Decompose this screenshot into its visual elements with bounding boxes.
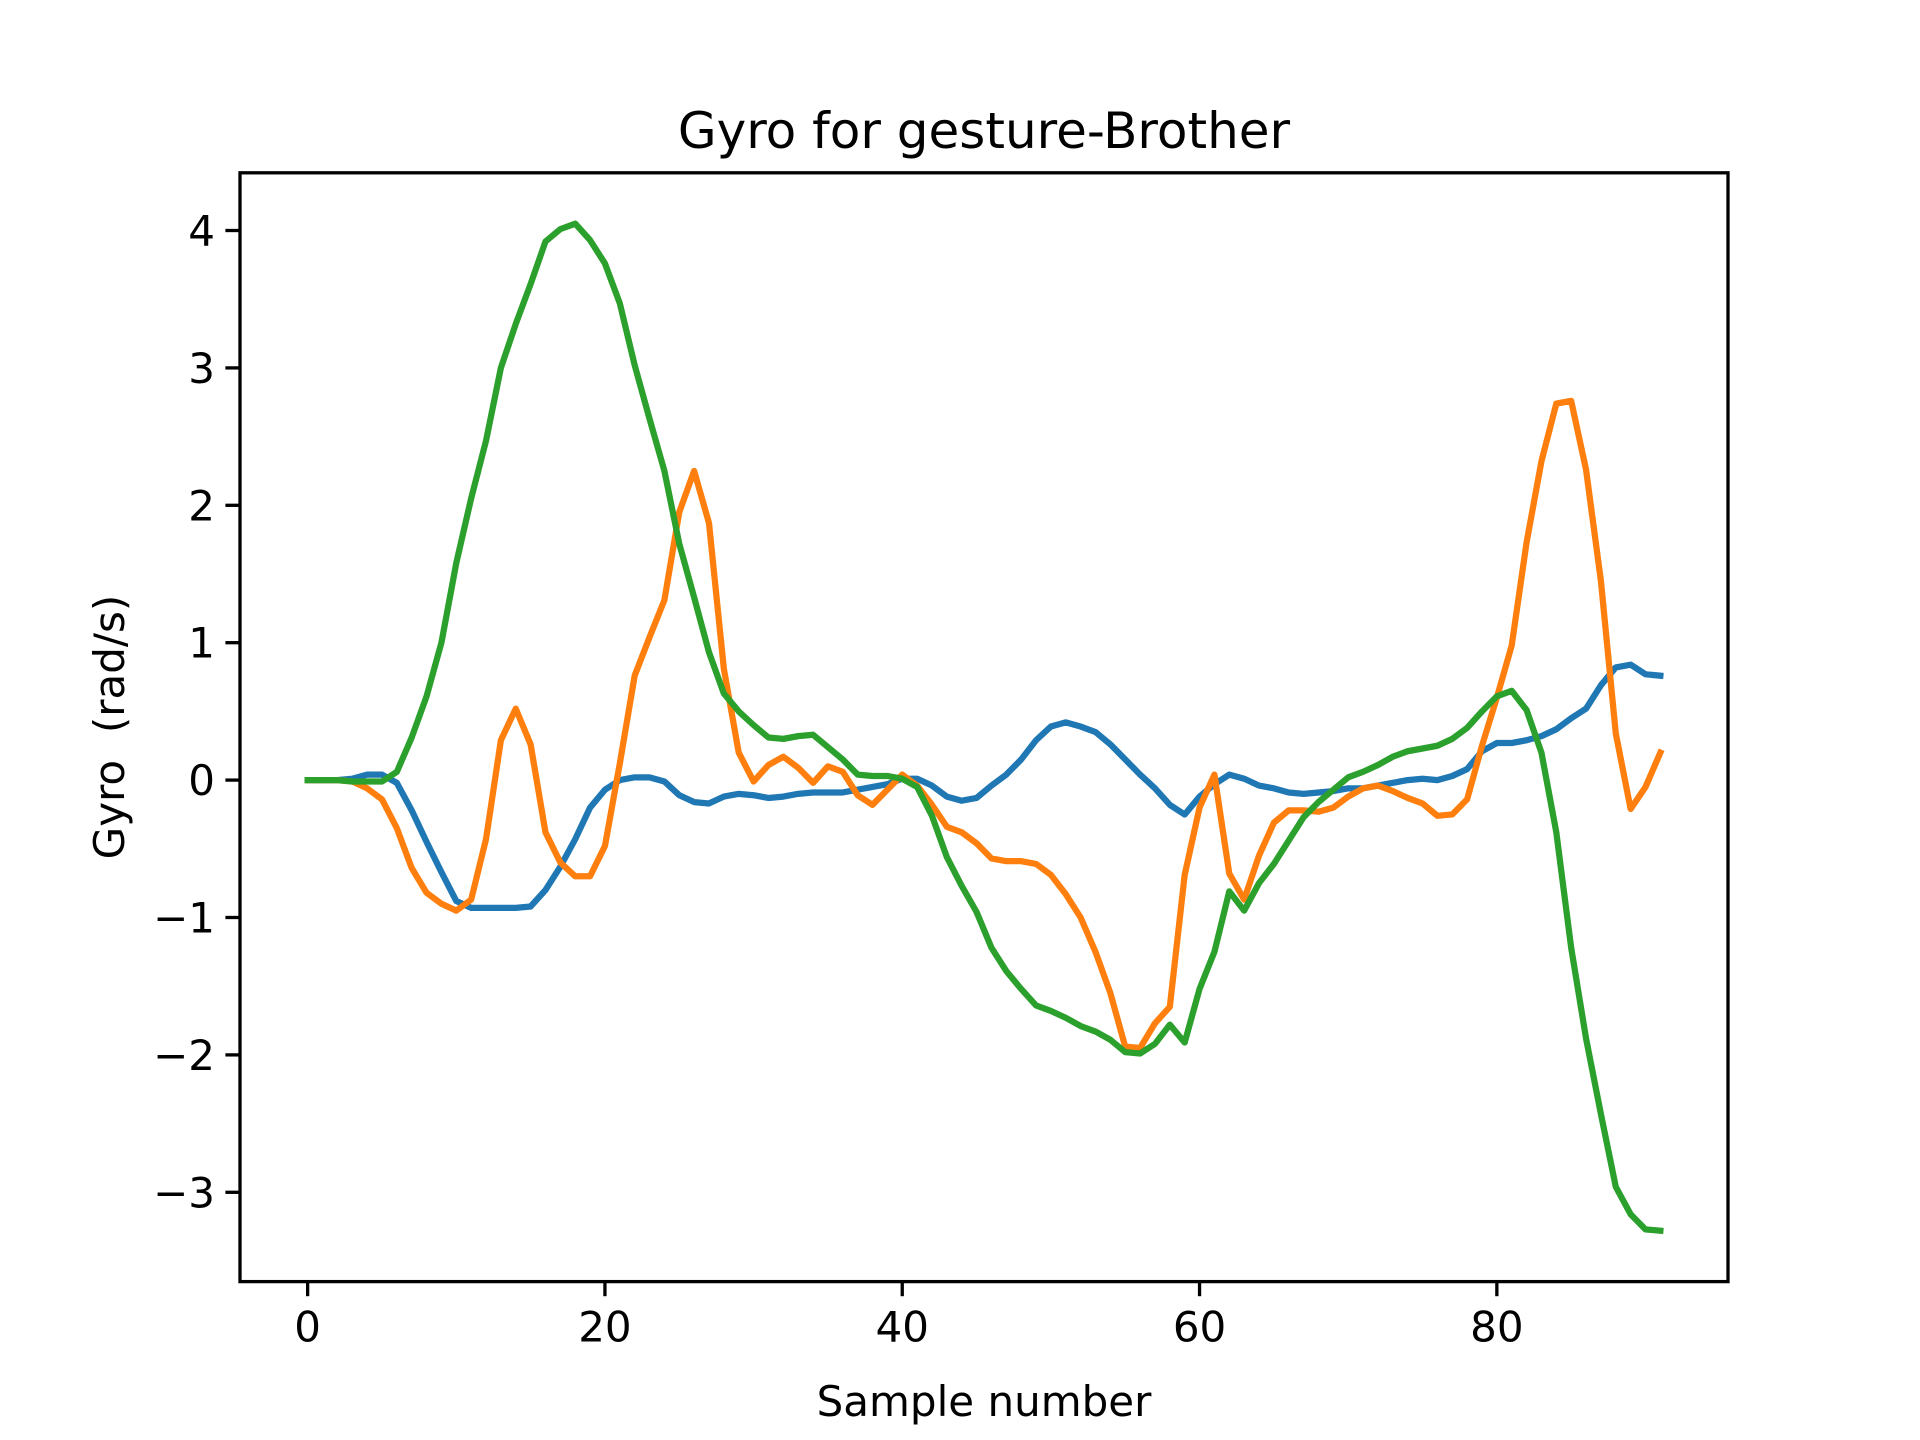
x-axis-label: Sample number — [817, 1377, 1152, 1426]
plot-frame — [238, 171, 1730, 1284]
data-line — [304, 661, 1664, 912]
y-tick-label: −1 — [153, 893, 215, 942]
y-axis-label: Gyro (rad/s) — [85, 595, 134, 860]
y-tick-label: −3 — [153, 1168, 215, 1217]
y-tick-label: −2 — [153, 1031, 215, 1080]
x-tick-label: 80 — [1470, 1303, 1523, 1352]
y-tick-label: 1 — [188, 619, 215, 668]
x-tick-label: 40 — [876, 1303, 929, 1352]
y-tick-label: 3 — [188, 344, 215, 393]
x-tick-label: 0 — [294, 1303, 321, 1352]
y-tick-label: 0 — [188, 756, 215, 805]
y-tick-label: 2 — [188, 481, 215, 530]
x-tick-label: 20 — [578, 1303, 631, 1352]
x-tick-label: 60 — [1173, 1303, 1226, 1352]
y-tick-label: 4 — [188, 207, 215, 256]
data-line — [304, 220, 1664, 1235]
chart-title: Gyro for gesture-Brother — [678, 102, 1291, 160]
data-line — [304, 397, 1665, 1052]
